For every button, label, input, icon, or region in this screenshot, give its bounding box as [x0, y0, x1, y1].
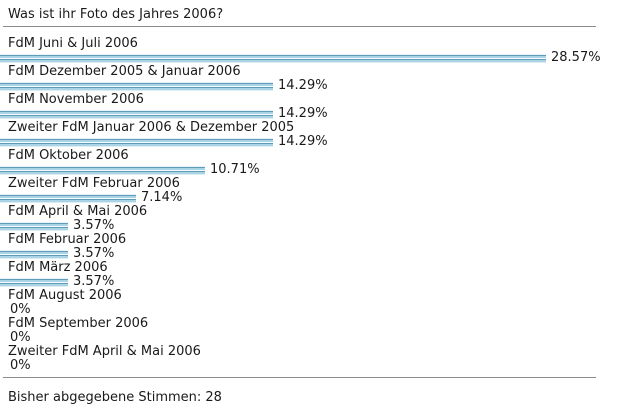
poll-option-bar-row: 28.57%: [0, 51, 622, 65]
poll-option-label: FdM September 2006: [8, 316, 149, 331]
poll-option-bar-row: 3.57%: [0, 275, 622, 289]
poll-option-label: FdM Dezember 2005 & Januar 2006: [8, 64, 241, 79]
poll-option-row: FdM September 2006 0%: [0, 317, 622, 345]
bottom-divider: [3, 377, 596, 378]
result-bar: [0, 53, 546, 63]
poll-option-row: FdM April & Mai 2006 3.57%: [0, 205, 622, 233]
poll-option-percentage: 14.29%: [278, 134, 328, 149]
poll-option-label: FdM Februar 2006: [8, 232, 127, 247]
poll-option-percentage: 0%: [10, 358, 31, 373]
result-bar: [0, 277, 68, 287]
poll-option-row: FdM Juni & Juli 2006 28.57%: [0, 37, 622, 65]
poll-option-percentage: 10.71%: [210, 162, 260, 177]
poll-option-row: Zweiter FdM Januar 2006 & Dezember 2005 …: [0, 121, 622, 149]
poll-option-label: FdM Oktober 2006: [8, 148, 129, 163]
poll-option-label: Zweiter FdM Februar 2006: [8, 176, 180, 191]
result-bar: [0, 193, 136, 203]
poll-option-percentage: 14.29%: [278, 78, 328, 93]
poll-option-bar-row: 3.57%: [0, 219, 622, 233]
poll-option-bar-row: 0%: [0, 331, 622, 345]
poll-option-percentage: 0%: [10, 330, 31, 345]
poll-option-label: FdM April & Mai 2006: [8, 204, 148, 219]
poll-question: Was ist ihr Foto des Jahres 2006?: [8, 7, 224, 22]
top-divider: [3, 26, 596, 27]
result-bar: [0, 81, 273, 91]
poll-option-row: FdM August 2006 0%: [0, 289, 622, 317]
poll-option-row: FdM Februar 2006 3.57%: [0, 233, 622, 261]
poll-option-label: FdM März 2006: [8, 260, 108, 275]
poll-option-row: FdM November 2006 14.29%: [0, 93, 622, 121]
poll-option-percentage: 0%: [10, 302, 31, 317]
poll-option-bar-row: 14.29%: [0, 107, 622, 121]
poll-option-percentage: 14.29%: [278, 106, 328, 121]
poll-option-label: FdM August 2006: [8, 288, 122, 303]
poll-option-percentage: 3.57%: [73, 274, 115, 289]
poll-option-label: FdM November 2006: [8, 92, 144, 107]
poll-total-votes: Bisher abgegebene Stimmen: 28: [8, 390, 222, 405]
poll-option-row: Zweiter FdM April & Mai 2006 0%: [0, 345, 622, 373]
poll-option-row: FdM Oktober 2006 10.71%: [0, 149, 622, 177]
poll-option-bar-row: 0%: [0, 303, 622, 317]
poll-option-percentage: 3.57%: [73, 246, 115, 261]
poll-option-bar-row: 0%: [0, 359, 622, 373]
poll-option-bar-row: 14.29%: [0, 135, 622, 149]
poll-option-label: FdM Juni & Juli 2006: [8, 36, 138, 51]
poll-option-bar-row: 7.14%: [0, 191, 622, 205]
result-bar: [0, 137, 273, 147]
poll-options-list: FdM Juni & Juli 2006 28.57% FdM Dezember…: [0, 37, 622, 373]
poll-option-percentage: 7.14%: [141, 190, 183, 205]
poll-option-row: Zweiter FdM Februar 2006 7.14%: [0, 177, 622, 205]
poll-option-bar-row: 3.57%: [0, 247, 622, 261]
result-bar: [0, 165, 205, 175]
poll-option-percentage: 28.57%: [551, 50, 601, 65]
poll-option-label: Zweiter FdM April & Mai 2006: [8, 344, 201, 359]
poll-option-percentage: 3.57%: [73, 218, 115, 233]
poll-option-bar-row: 14.29%: [0, 79, 622, 93]
poll-option-label: Zweiter FdM Januar 2006 & Dezember 2005: [8, 120, 295, 135]
poll-option-row: FdM März 2006 3.57%: [0, 261, 622, 289]
poll-option-row: FdM Dezember 2005 & Januar 2006 14.29%: [0, 65, 622, 93]
result-bar: [0, 249, 68, 259]
result-bar: [0, 221, 68, 231]
result-bar: [0, 109, 273, 119]
poll-option-bar-row: 10.71%: [0, 163, 622, 177]
